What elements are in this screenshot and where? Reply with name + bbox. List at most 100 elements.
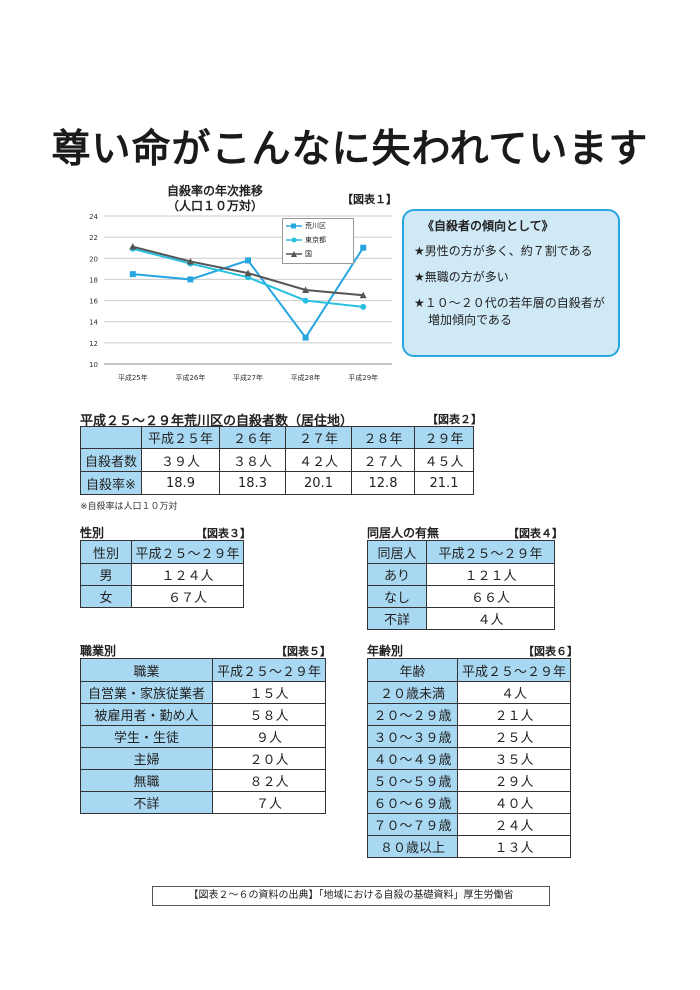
row-label: 無職 — [80, 769, 213, 792]
x-tick-label: 平成26年 — [175, 373, 205, 382]
y-tick-label: 12 — [89, 340, 98, 348]
legend-item-tokyo: 東京都 — [283, 233, 353, 247]
data-point-circle — [302, 297, 309, 304]
row-label: 学生・生徒 — [80, 725, 213, 748]
table-cell: ４人 — [457, 681, 571, 704]
table4-title: 同居人の有無 — [367, 526, 440, 540]
data-point-square — [302, 334, 309, 341]
data-point-square — [245, 257, 251, 264]
table-cell: ７人 — [212, 791, 326, 814]
table-row: なし ６６人 — [367, 585, 555, 608]
legend-triangle-marker-icon — [286, 251, 302, 257]
legend-label-national: 国 — [305, 250, 312, 258]
row-label: ２０歳未満 — [367, 681, 458, 704]
table-row: 被雇用者・勤め人 ５８人 — [80, 703, 326, 726]
data-point-triangle — [186, 257, 194, 265]
row-label: ５０～５９歳 — [367, 769, 458, 792]
table3-title: 性別 — [80, 526, 105, 540]
y-tick-label: 20 — [89, 255, 98, 263]
suicide-count-table: 平成２５年 ２６年 ２７年 ２８年 ２９年 自殺者数 ３９人 ３８人 ４２人 ２… — [80, 426, 474, 495]
callout-item: ★無職の方が多い — [414, 270, 509, 284]
table5-title: 職業別 — [80, 644, 117, 658]
y-tick-label: 22 — [89, 234, 98, 242]
table-row: ３０～３９歳 ２５人 — [367, 725, 571, 748]
table-cell: 21.1 — [414, 471, 474, 495]
table-cell: ９人 — [212, 725, 326, 748]
legend-square-marker-icon — [286, 223, 302, 229]
table-cell: ２７人 — [351, 448, 415, 472]
table-cell: ６７人 — [131, 585, 244, 608]
table-header-cell: 平成２５～２９年 — [212, 658, 326, 682]
table-cell: ２９人 — [457, 769, 571, 792]
table-row: 女 ６７人 — [80, 585, 244, 608]
table5-tag: 【図表５】 — [276, 645, 331, 658]
rate-note: ※自殺率は人口１０万対 — [80, 502, 178, 512]
table-header-cell: 平成２５～２９年 — [131, 540, 244, 564]
row-label: ６０～６９歳 — [367, 791, 458, 814]
table-cell: ４５人 — [414, 448, 474, 472]
chart-title-line1: 自殺率の年次推移 — [166, 184, 263, 198]
table-row: ６０～６９歳 ４０人 — [367, 791, 571, 814]
table-row: 無職 ８２人 — [80, 769, 326, 792]
age-table: 年齢 平成２５～２９年 ２０歳未満 ４人 ２０～２９歳 ２１人 ３０～３９歳 ２５人 … — [367, 658, 571, 858]
table-header-cell: 職業 — [80, 658, 213, 682]
row-label: 自営業・家族従業者 — [80, 681, 213, 704]
table-row: 自営業・家族従業者 １５人 — [80, 681, 326, 704]
line-chart: 10 12 14 16 18 20 22 24 平成25年 平成26年 平成27年 平成28年 平成29… — [89, 213, 392, 382]
row-label: 男 — [80, 563, 132, 586]
data-point-square — [129, 271, 136, 278]
data-point-triangle — [129, 243, 137, 250]
row-label: ８０歳以上 — [367, 835, 458, 858]
data-point-square — [187, 276, 194, 283]
table-header-row: 性別 平成２５～２９年 — [80, 540, 244, 564]
row-label: 不詳 — [80, 791, 213, 814]
table-cell: 18.9 — [141, 471, 220, 495]
table-row: ８０歳以上 １３人 — [367, 835, 571, 858]
row-label: 自殺者数 — [80, 448, 142, 472]
table6-title: 年齢別 — [367, 644, 404, 658]
table3-tag: 【図表３】 — [196, 527, 251, 540]
table-header-cell: 性別 — [80, 540, 132, 564]
legend-label-arakawa: 荒川区 — [305, 222, 326, 230]
table-cell: ６６人 — [426, 585, 555, 608]
row-label: 主婦 — [80, 747, 213, 770]
chart-legend: 荒川区 東京都 国 — [282, 218, 354, 264]
table-cell: ２１人 — [457, 703, 571, 726]
y-tick-label: 10 — [89, 361, 98, 369]
legend-item-national: 国 — [283, 247, 353, 261]
data-point-triangle — [302, 286, 310, 293]
table-header-cell: 平成２５～２９年 — [457, 658, 571, 682]
data-point-square — [360, 244, 367, 251]
source-citation: 【図表２～６の資料の出典】「地域における自殺の基礎資料」厚生労働省 — [152, 886, 550, 906]
row-label: ７０～７９歳 — [367, 813, 458, 836]
row-label: 被雇用者・勤め人 — [80, 703, 213, 726]
table-row: 不詳 ４人 — [367, 607, 555, 630]
table-cell: 18.3 — [219, 471, 286, 495]
data-point-triangle — [359, 291, 367, 299]
table-row: 自殺者数 ３９人 ３８人 ４２人 ２７人 ４５人 — [80, 448, 474, 472]
table-header-cell: ２９年 — [414, 426, 474, 449]
row-label: あり — [367, 563, 427, 586]
table-header-row: 平成２５年 ２６年 ２７年 ２８年 ２９年 — [80, 426, 474, 449]
table-row: ４０～４９歳 ３５人 — [367, 747, 571, 770]
table-cell: ８２人 — [212, 769, 326, 792]
row-label: なし — [367, 585, 427, 608]
chart-tag: 【図表１】 — [342, 193, 397, 206]
x-tick-label: 平成25年 — [118, 373, 148, 382]
table-header-row: 同居人 平成２５～２９年 — [367, 540, 555, 564]
data-point-triangle — [244, 269, 252, 277]
y-tick-label: 24 — [89, 213, 98, 221]
table-row: ２０～２９歳 ２１人 — [367, 703, 571, 726]
legend-item-arakawa: 荒川区 — [283, 219, 353, 233]
table-cell: ３９人 — [141, 448, 220, 472]
data-point-circle — [360, 303, 367, 310]
table-header-row: 年齢 平成２５～２９年 — [367, 658, 571, 682]
table-row: ７０～７９歳 ２４人 — [367, 813, 571, 836]
legend-label-tokyo: 東京都 — [305, 236, 326, 244]
table-cell: ４人 — [426, 607, 555, 630]
callout-item: ★１０～２０代の若年層の自殺者が増加傾向である — [414, 296, 605, 327]
x-tick-label: 平成29年 — [348, 373, 378, 382]
cohabitant-table: 同居人 平成２５～２９年 あり １２１人 なし ６６人 不詳 ４人 — [367, 540, 555, 630]
table-header-cell: ２６年 — [219, 426, 286, 449]
table-row: あり １２１人 — [367, 563, 555, 586]
